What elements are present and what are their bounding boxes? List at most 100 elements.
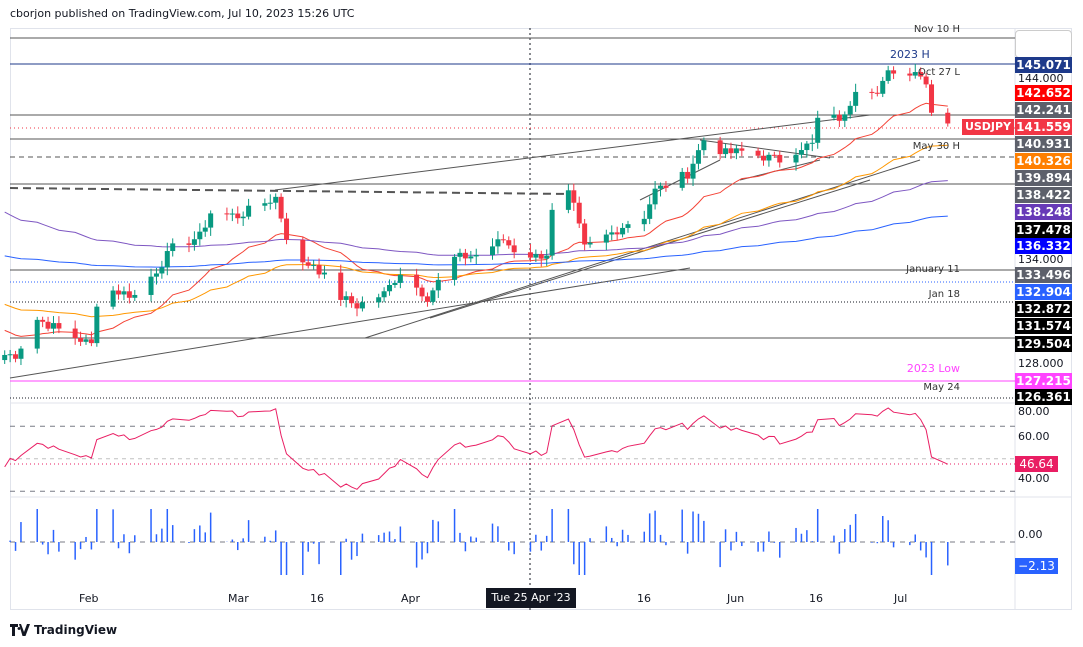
candle-body — [170, 243, 176, 252]
candle-body — [191, 239, 197, 245]
candle-body — [284, 218, 290, 240]
candle-body — [923, 76, 929, 85]
candle-body — [847, 105, 853, 115]
rsi-line — [4, 407, 949, 490]
moving-average-line — [4, 180, 948, 256]
price-axis-label: 136.332 — [1015, 238, 1072, 254]
candle-body — [300, 239, 306, 263]
candle-body — [869, 91, 875, 93]
candle-body — [647, 204, 653, 219]
candle-body — [452, 256, 458, 280]
candle-body — [83, 339, 89, 342]
candle-body — [311, 264, 317, 266]
trendline — [274, 114, 871, 191]
candle-body — [587, 242, 593, 245]
candle-body — [690, 163, 696, 179]
time-label-jun: Jun — [727, 592, 745, 605]
candle-body — [804, 143, 810, 151]
candle-body — [500, 239, 506, 241]
candle-body — [771, 154, 777, 156]
candle-body — [609, 232, 615, 235]
axis-tick-label: 0.00 — [1018, 528, 1043, 541]
candle-body — [544, 255, 550, 259]
candle-body — [511, 245, 517, 253]
candle-body — [72, 328, 78, 338]
candle-body — [571, 190, 577, 203]
candle-body — [685, 171, 691, 179]
candle-body — [354, 303, 360, 309]
price-axis-marker-box — [1015, 30, 1072, 58]
candle-body — [56, 323, 62, 329]
level-label: Oct 27 L — [918, 67, 960, 78]
candle-body — [614, 232, 620, 235]
candle-body — [620, 227, 626, 235]
candle-body — [240, 216, 246, 219]
candle-body — [132, 294, 138, 298]
candle-body — [945, 112, 951, 124]
tradingview-logo[interactable]: TradingView — [10, 623, 117, 637]
candle-body — [842, 114, 848, 121]
candle-body — [506, 240, 512, 246]
candle-body — [278, 196, 284, 219]
price-axis-label: 131.574 — [1015, 318, 1072, 334]
candle-body — [246, 205, 252, 217]
candle-body — [809, 142, 815, 144]
candle-body — [18, 348, 24, 359]
candle-body — [359, 302, 365, 309]
level-label: January 11 — [906, 264, 960, 275]
candle-body — [723, 148, 729, 155]
level-label: May 24 — [923, 382, 960, 393]
time-label-feb: Feb — [79, 592, 99, 605]
axis-tick-label: 128.000 — [1018, 357, 1064, 370]
candle-body — [603, 234, 609, 243]
candle-body — [435, 279, 441, 291]
level-label: 2023 Low — [906, 362, 960, 375]
candle-body — [652, 188, 658, 205]
candle-body — [267, 202, 273, 204]
price-axis-label: 145.071 — [1015, 57, 1072, 73]
brand-name: TradingView — [34, 623, 118, 637]
candle-body — [424, 296, 430, 302]
candle-body — [874, 92, 880, 94]
candle-body — [13, 354, 19, 359]
candle-body — [121, 291, 127, 295]
candle-body — [457, 252, 463, 257]
publish-header: cborjon published on TradingView.com, Ju… — [10, 7, 355, 20]
candle-body — [533, 254, 539, 258]
candle-body — [576, 202, 582, 224]
candle-body — [116, 290, 122, 295]
candle-body — [495, 239, 501, 247]
candle-body — [717, 140, 723, 155]
crosshair-date-label: Tue 25 Apr '23 — [486, 588, 576, 608]
candle-body — [582, 223, 588, 245]
candle-body — [186, 243, 192, 245]
candle-body — [527, 252, 533, 258]
axis-tick-label: 80.00 — [1018, 405, 1050, 418]
candle-body — [907, 73, 913, 76]
price-axis-label: 126.361 — [1015, 389, 1072, 405]
candle-body — [658, 185, 664, 189]
trendline — [364, 159, 921, 339]
price-axis-label: 133.496 — [1015, 267, 1072, 283]
candle-body — [262, 203, 268, 206]
axis-tick-label: 144.000 — [1018, 72, 1064, 85]
rsi-value-label: 46.64 — [1015, 456, 1058, 472]
candle-body — [891, 70, 897, 74]
candle-body — [755, 150, 761, 156]
candle-body — [321, 272, 327, 275]
candle-body — [40, 319, 46, 322]
time-label-jul: Jul — [894, 592, 908, 605]
price-axis-label: 132.904 — [1015, 284, 1072, 300]
price-axis-label: 139.894 — [1015, 170, 1072, 186]
axis-tick-label: 40.00 — [1018, 472, 1050, 485]
candle-body — [229, 213, 235, 215]
axis-tick-label: 60.00 — [1018, 430, 1050, 443]
level-label: Nov 10 H — [913, 24, 960, 35]
candle-body — [538, 254, 544, 259]
candle-body — [695, 150, 701, 164]
price-axis-label: 129.504 — [1015, 336, 1072, 352]
candle-body — [110, 290, 116, 307]
candle-body — [728, 148, 734, 154]
moving-average-line — [4, 144, 948, 318]
